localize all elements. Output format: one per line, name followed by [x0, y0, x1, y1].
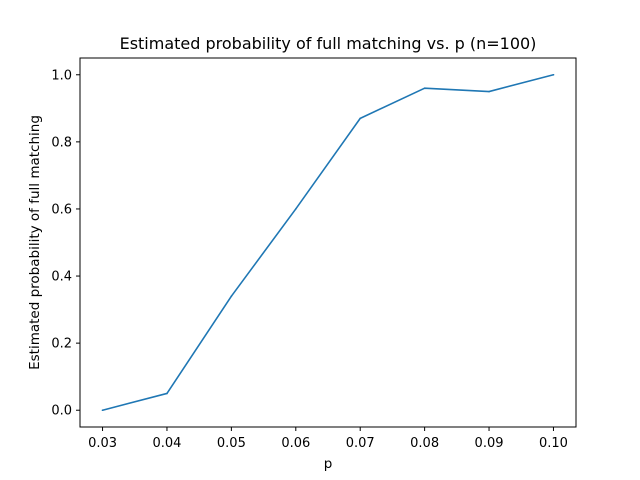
y-tick-label: 1.0: [51, 68, 72, 83]
data-point: [423, 87, 426, 89]
x-tick-label: 0.06: [281, 436, 310, 451]
x-tick-label: 0.03: [88, 436, 117, 451]
x-tick-label: 0.09: [475, 436, 504, 451]
x-axis: 0.03 0.04 0.05 0.06 0.07 0.08 0.09 0.10: [88, 427, 568, 451]
x-tick-label: 0.05: [217, 436, 246, 451]
x-tick-label: 0.07: [346, 436, 375, 451]
data-point: [230, 295, 233, 297]
x-tick-label: 0.10: [539, 436, 568, 451]
y-tick-label: 0.4: [51, 270, 72, 285]
axes-frame: [79, 57, 577, 428]
data-point: [101, 409, 104, 412]
y-axis-label: Estimated probability of full matching: [27, 115, 43, 370]
chart-title: Estimated probability of full matching v…: [120, 34, 537, 53]
y-tick-label: 0.2: [51, 337, 72, 352]
x-tick-label: 0.08: [410, 436, 439, 451]
y-tick-label: 0.8: [51, 135, 72, 150]
x-tick-label: 0.04: [152, 436, 181, 451]
plot-area: [101, 73, 555, 412]
data-point: [488, 90, 490, 93]
data-point: [359, 117, 362, 120]
data-point: [552, 73, 555, 76]
y-axis: 0.0 0.2 0.4 0.6 0.8 1.0: [51, 68, 80, 419]
series-line: [101, 73, 555, 412]
data-point: [294, 208, 297, 210]
x-axis-label: p: [324, 456, 333, 472]
data-point: [166, 392, 168, 395]
y-tick-label: 0.6: [51, 202, 72, 217]
y-tick-label: 0.0: [51, 404, 72, 419]
